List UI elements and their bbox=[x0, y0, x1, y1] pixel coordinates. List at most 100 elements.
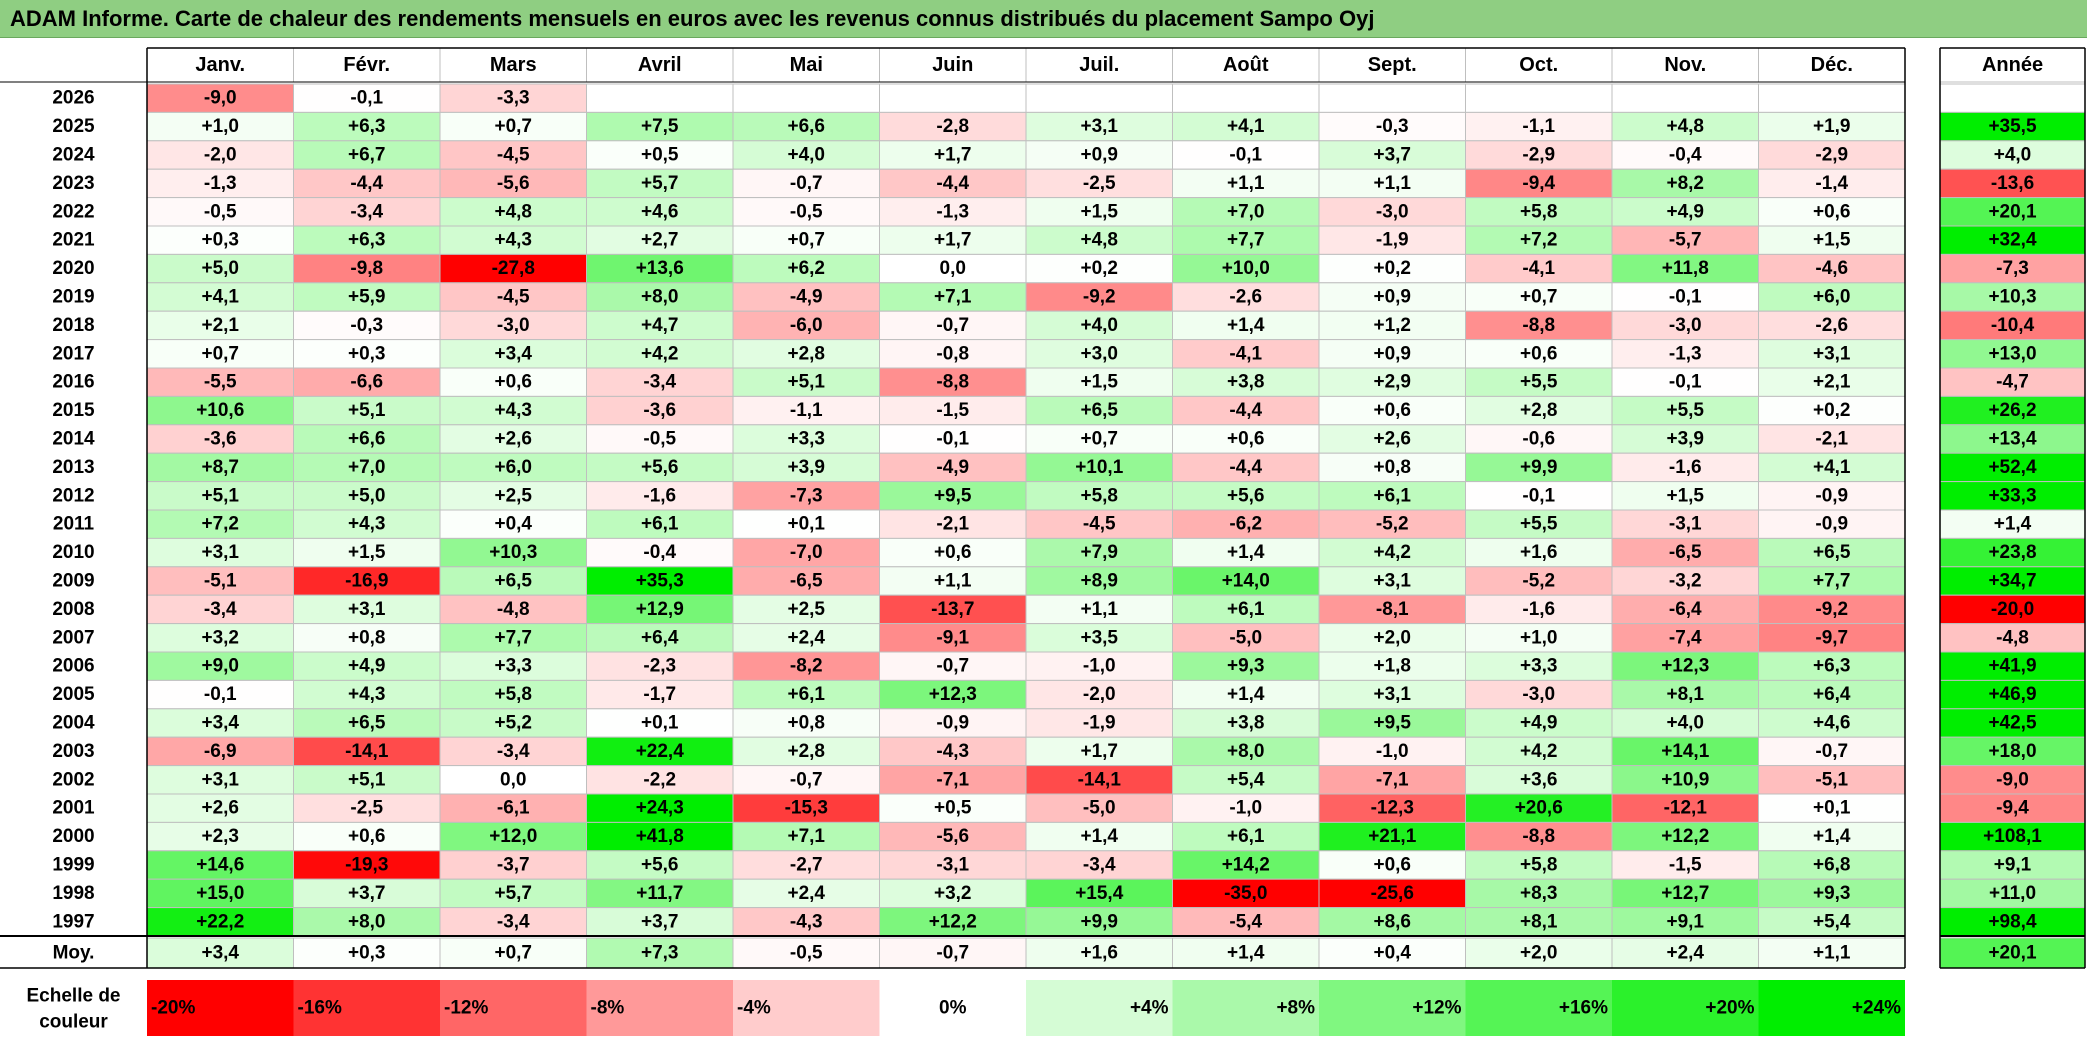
heatmap-cell bbox=[879, 111, 1027, 142]
cell-value: -19,3 bbox=[345, 855, 388, 876]
heatmap-cell bbox=[1025, 623, 1173, 653]
cell-value: -27,8 bbox=[492, 258, 535, 279]
annual-header: Année bbox=[1982, 54, 2043, 76]
cell-value: -6,9 bbox=[204, 741, 237, 762]
cell-value: +2,7 bbox=[641, 230, 679, 251]
heatmap-cell bbox=[1172, 339, 1320, 369]
cell-value: -1,9 bbox=[1083, 713, 1116, 734]
heatmap-cell bbox=[1758, 907, 1906, 937]
cell-value: -4,5 bbox=[497, 145, 530, 166]
average-value: +1,4 bbox=[1227, 943, 1265, 964]
heatmap-cell bbox=[732, 793, 880, 823]
heatmap-cell bbox=[439, 651, 587, 681]
year-label-2020: 2020 bbox=[52, 258, 94, 279]
cell-value: -0,1 bbox=[936, 429, 969, 450]
cell-value: +6,0 bbox=[494, 457, 532, 478]
year-label-2014: 2014 bbox=[52, 429, 95, 450]
cell-value: +6,8 bbox=[1813, 855, 1851, 876]
heatmap-cell bbox=[1758, 111, 1906, 142]
heatmap-cell bbox=[1025, 566, 1173, 596]
heatmap-cell bbox=[293, 566, 441, 596]
cell-value: -1,3 bbox=[1669, 343, 1702, 364]
heatmap-cell bbox=[1172, 765, 1320, 795]
heatmap-cell bbox=[1758, 594, 1906, 625]
cell-value: +5,5 bbox=[1520, 514, 1558, 535]
cell-value: -8,8 bbox=[1522, 826, 1555, 847]
annual-value: +10,3 bbox=[1988, 287, 2036, 308]
heatmap-cell bbox=[1318, 83, 1466, 113]
cell-value: -3,4 bbox=[350, 201, 383, 222]
cell-value: +1,6 bbox=[1520, 542, 1558, 563]
cell-value: +12,9 bbox=[636, 599, 684, 620]
year-label-2013: 2013 bbox=[52, 457, 94, 478]
chart-title: ADAM Informe. Carte de chaleur des rende… bbox=[10, 6, 1375, 31]
annual-value: +41,9 bbox=[1988, 656, 2036, 677]
heatmap-cell bbox=[293, 111, 441, 142]
cell-value: +1,5 bbox=[1813, 230, 1851, 251]
month-header-7: Juil. bbox=[1079, 54, 1119, 76]
annual-value: +11,0 bbox=[1989, 883, 2036, 904]
cell-value: -14,1 bbox=[1078, 769, 1122, 790]
cell-value: +7,2 bbox=[201, 514, 239, 535]
heatmap-cell bbox=[1318, 197, 1466, 227]
cell-value: +6,5 bbox=[1080, 400, 1118, 421]
cell-value: +6,3 bbox=[348, 230, 386, 251]
heatmap-cell bbox=[1758, 395, 1906, 426]
cell-value: +6,1 bbox=[1373, 485, 1411, 506]
annual-value: +35,5 bbox=[1988, 116, 2037, 137]
cell-value: +3,4 bbox=[494, 343, 532, 364]
cell-value: +0,4 bbox=[494, 514, 532, 535]
annual-value: -4,8 bbox=[1996, 627, 2029, 648]
year-label-2001: 2001 bbox=[52, 798, 95, 819]
heatmap-cell bbox=[439, 197, 587, 227]
cell-value: 0,0 bbox=[940, 258, 966, 279]
heatmap-cell bbox=[732, 509, 880, 539]
year-label-cell bbox=[0, 424, 147, 454]
heatmap-cell bbox=[1025, 225, 1173, 255]
heatmap-cell bbox=[1758, 367, 1906, 397]
heatmap-cell bbox=[1611, 140, 1759, 170]
cell-value: +5,1 bbox=[787, 372, 825, 393]
cell-value: +3,0 bbox=[1080, 343, 1118, 364]
cell-value: +9,5 bbox=[934, 485, 972, 506]
average-cell bbox=[1465, 937, 1613, 969]
cell-value: +12,3 bbox=[929, 684, 977, 705]
cell-value: +10,3 bbox=[489, 542, 537, 563]
cell-value: -5,1 bbox=[1815, 769, 1848, 790]
cell-value: +4,9 bbox=[1666, 201, 1704, 222]
cell-value: +1,1 bbox=[934, 571, 972, 592]
heatmap-cell bbox=[1611, 821, 1759, 852]
cell-value: +3,7 bbox=[641, 911, 679, 932]
annual-cell bbox=[1939, 225, 2086, 255]
heatmap-cell bbox=[439, 282, 587, 312]
heatmap-cell bbox=[1172, 907, 1320, 937]
cell-value: -2,9 bbox=[1522, 145, 1555, 166]
cell-value: +6,7 bbox=[348, 145, 386, 166]
cell-value: -0,9 bbox=[936, 713, 969, 734]
cell-value: +4,3 bbox=[494, 400, 532, 421]
cell-value: +4,2 bbox=[1520, 741, 1558, 762]
cell-value: -4,3 bbox=[936, 741, 969, 762]
cell-value: +6,6 bbox=[787, 116, 825, 137]
heatmap-cell bbox=[1758, 452, 1906, 483]
cell-value: +24,3 bbox=[636, 798, 684, 819]
cell-value: -0,1 bbox=[1229, 145, 1262, 166]
cell-value: +21,1 bbox=[1368, 826, 1417, 847]
year-label-cell bbox=[0, 226, 147, 255]
cell-value: -4,1 bbox=[1229, 343, 1262, 364]
year-label-1999: 1999 bbox=[52, 855, 94, 876]
cell-value: +1,4 bbox=[1227, 684, 1265, 705]
heatmap-cell bbox=[1025, 310, 1173, 341]
heatmap-cell bbox=[1465, 253, 1613, 284]
heatmap-cell bbox=[1318, 566, 1466, 596]
heatmap-cell bbox=[1611, 765, 1759, 795]
cell-value: +8,3 bbox=[1520, 883, 1558, 904]
heatmap-cell bbox=[879, 651, 1027, 681]
heatmap-cell bbox=[1025, 537, 1173, 568]
cell-value: -1,3 bbox=[204, 173, 237, 194]
heatmap-cell bbox=[1318, 140, 1466, 170]
heatmap-cell bbox=[1758, 736, 1906, 767]
cell-value: +4,9 bbox=[348, 656, 386, 677]
year-label-2008: 2008 bbox=[52, 599, 94, 620]
cell-value: +1,5 bbox=[348, 542, 386, 563]
